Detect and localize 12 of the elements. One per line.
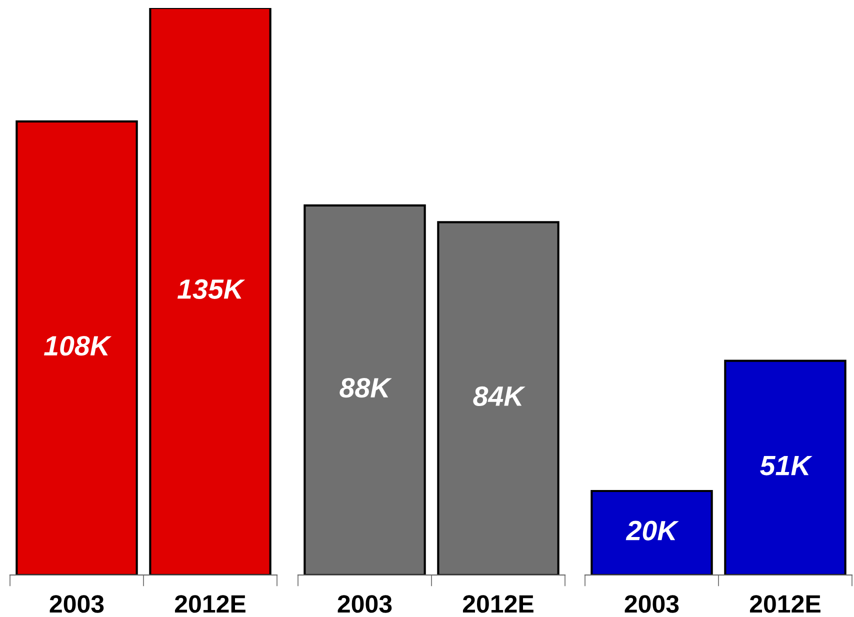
data-label: 20K bbox=[626, 520, 679, 540]
data-label: 51K bbox=[760, 456, 812, 476]
data-label: 135K bbox=[177, 279, 246, 299]
x-tick-label: 2003 bbox=[50, 595, 104, 613]
data-label: 88K bbox=[340, 378, 392, 398]
x-tick-label: 2003 bbox=[624, 595, 679, 613]
x-tick-label: 2012E bbox=[462, 595, 534, 613]
data-label: 108K bbox=[44, 336, 112, 356]
x-tick-label: 2012E bbox=[174, 595, 246, 613]
data-label: 84K bbox=[473, 386, 526, 406]
x-tick-label: 2012E bbox=[750, 595, 820, 613]
x-tick-label: 2003 bbox=[338, 595, 392, 613]
